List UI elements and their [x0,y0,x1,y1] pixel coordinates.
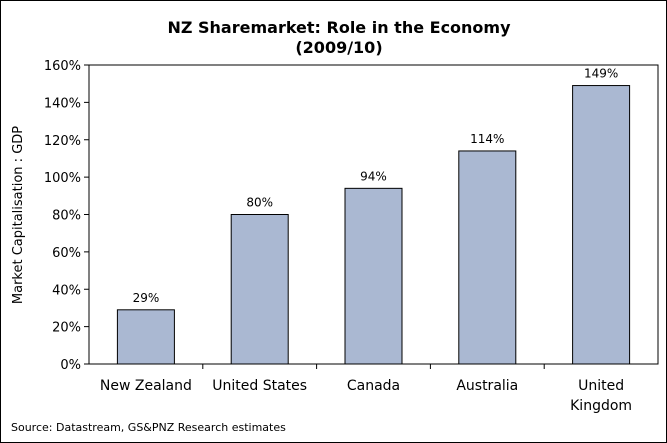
y-tick-label: 40% [52,283,81,298]
y-tick-label: 100% [44,171,81,186]
chart-title: NZ Sharemarket: Role in the Economy [167,18,511,37]
x-tick-label: New Zealand [100,378,192,394]
x-tick-label: United [578,378,624,394]
y-tick-label: 160% [44,59,81,74]
data-label: 149% [584,67,618,81]
data-label: 114% [470,132,504,146]
y-tick-label: 20% [52,321,81,336]
x-tick-label: Canada [347,378,400,394]
bar [458,150,517,365]
x-tick-label: Kingdom [570,398,632,414]
y-axis-label: Market Capitalisation : GDP [11,126,26,304]
data-label: 80% [246,196,273,210]
data-label: 94% [360,169,387,183]
y-tick-label: 140% [44,96,81,111]
x-tick-label: United States [212,378,307,394]
source-note: Source: Datastream, GS&PNZ Research esti… [11,421,286,434]
y-tick-label: 120% [44,134,81,149]
bar [230,214,289,365]
x-tick-label: Australia [456,378,518,394]
data-label: 29% [133,291,160,305]
y-tick-label: 0% [60,358,81,373]
bar [344,187,403,365]
y-tick-label: 80% [52,209,81,224]
bar [116,309,175,365]
plot-area: 0% 20% 40% 60% 80% 100% 120% 140% 160% 29% New Zea… [44,59,659,414]
y-tick-label: 60% [52,246,81,261]
chart-subtitle: (2009/10) [295,38,382,57]
bar [572,85,631,365]
